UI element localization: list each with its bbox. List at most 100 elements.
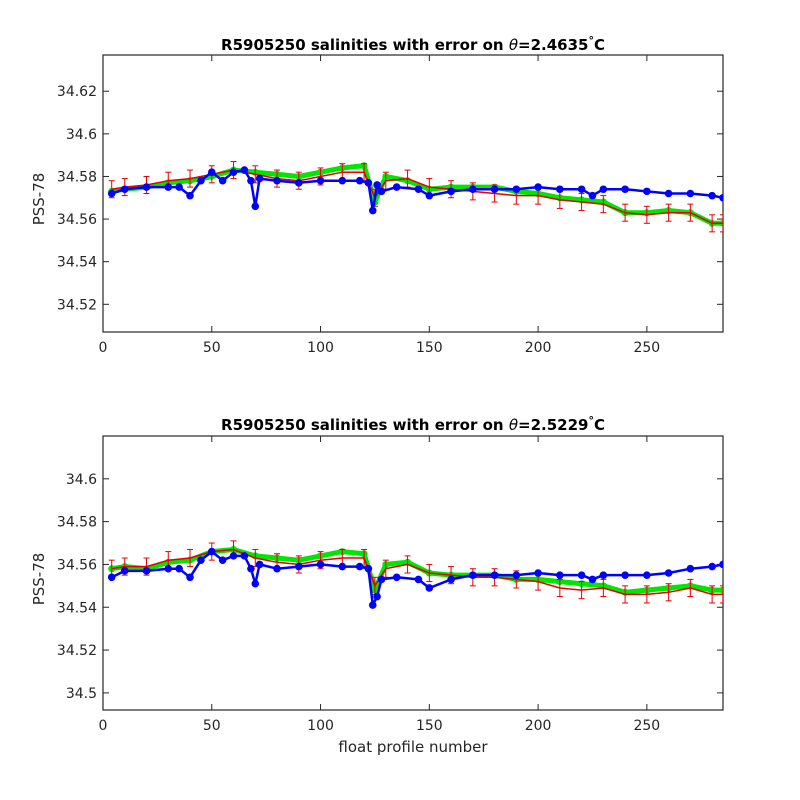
panel-2-y-tick-label: 34.58: [57, 515, 97, 531]
panel-2-uncalibrated-point: [364, 564, 373, 573]
panel-2-uncalibrated-point: [251, 579, 260, 588]
panel-1-x-tick-label: 0: [99, 340, 108, 356]
panel-1-uncalibrated-point: [686, 189, 695, 198]
panel-1-uncalibrated-point: [414, 185, 423, 194]
panel-1-axes-box: [102, 54, 724, 333]
panel-2-uncalibrated-point: [355, 562, 364, 571]
panel-1-uncalibrated-point: [708, 191, 716, 200]
panel-2-y-tick-label: 34.5: [66, 686, 97, 702]
panel-2-uncalibrated-point: [120, 567, 129, 575]
panel-1-uncalibrated-point: [425, 191, 434, 200]
panel-1-uncalibrated-point: [512, 185, 521, 194]
panel-2-uncalibrated-point: [107, 573, 116, 582]
panel-1-uncalibrated-point: [377, 187, 386, 196]
panel-2: R5905250 salinities with error on θ=2.52…: [30, 414, 724, 734]
panel-2-y-tick-label: 34.54: [57, 600, 97, 616]
panel-1-uncalibrated-point: [368, 206, 377, 215]
panel-2-uncalibrated-point: [175, 564, 183, 573]
panel-2-y-tick-label: 34.6: [66, 472, 97, 488]
panel-2-uncalibrated-point: [556, 571, 564, 579]
panel-2-ylabel: PSS-78: [30, 553, 48, 606]
panel-2-uncalibrated-point: [273, 564, 281, 573]
panel-2-uncalibrated-point: [686, 564, 695, 573]
panel-2-x-tick-label: 200: [525, 718, 552, 734]
panel-1-uncalibrated-point: [247, 176, 255, 185]
panel-1-uncalibrated-point: [447, 187, 455, 196]
panel-1-uncalibrated-point: [240, 166, 249, 174]
panel-2-uncalibrated-point: [447, 575, 455, 584]
x-axis-label: float profile number: [338, 738, 488, 756]
panel-1-uncalibrated-point: [338, 176, 347, 185]
panel-2-uncalibrated-point: [377, 575, 386, 584]
panel-2-x-tick-label: 0: [99, 718, 108, 734]
panel-1-uncalibrated-point: [255, 174, 264, 183]
panel-2-axes-box: [102, 435, 724, 711]
panel-2-uncalibrated-point: [240, 552, 249, 560]
panel-1-uncalibrated-point: [229, 168, 238, 176]
panel-1-y-tick-label: 34.58: [57, 169, 97, 185]
panel-2-uncalibrated-point: [247, 564, 255, 573]
panel-1-uncalibrated-point: [364, 179, 373, 187]
panel-1-uncalibrated-point: [142, 183, 151, 191]
panel-1-uncalibrated-point: [355, 176, 364, 185]
panel-1-uncalibrated-point: [643, 187, 651, 196]
panel-2-uncalibrated-point: [186, 573, 194, 582]
panel-1-uncalibrated-point: [556, 185, 564, 194]
panel-1-uncalibrated-point: [588, 191, 597, 200]
panel-2-uncalibrated-point: [512, 571, 521, 579]
panel-1-uncalibrated-point: [175, 183, 183, 191]
panel-2-uncalibrated-point: [708, 562, 716, 571]
panel-1-uncalibrated-point: [373, 181, 381, 189]
panel-1-x-tick-label: 100: [307, 340, 334, 356]
panel-1-uncalibrated-point: [621, 185, 629, 194]
panel-1-uncalibrated-point: [197, 176, 205, 185]
panel-1-uncalibrated-point: [719, 193, 723, 202]
panel-2-uncalibrated-point: [664, 569, 673, 577]
panel-2-x-tick-label: 250: [633, 718, 660, 734]
panel-1-x-tick-label: 200: [525, 340, 552, 356]
panel-2-uncalibrated-point: [719, 560, 723, 569]
panel-2-x-tick-label: 150: [416, 718, 443, 734]
panel-1-y-tick-label: 34.52: [57, 297, 97, 313]
panel-1: R5905250 salinities with error on θ=2.46…: [30, 34, 724, 356]
panel-2-uncalibrated-point: [218, 556, 227, 564]
panel-2-title: R5905250 salinities with error on θ=2.52…: [221, 414, 605, 434]
panel-1-uncalibrated-point: [251, 202, 260, 211]
panel-1-uncalibrated-point: [469, 185, 477, 194]
panel-1-y-tick-label: 34.54: [57, 255, 97, 271]
panel-2-uncalibrated-point: [294, 562, 303, 571]
panel-2-uncalibrated-point: [534, 569, 542, 577]
panel-1-plot-area: 0 50 100 150 200 250 34.52 34.54 34.56 34.58 34.6 3…: [57, 54, 724, 356]
panel-2-uncalibrated-point: [197, 556, 205, 564]
panel-1-uncalibrated-point: [273, 176, 281, 185]
panel-2-series-layer: [107, 540, 723, 609]
panel-2-plot-area: 0 50 100 150 200 250 34.5 34.52 34.54 34.56 34.58 3…: [57, 435, 724, 734]
panel-2-uncalibrated-point: [490, 571, 499, 579]
panel-1-uncalibrated-point: [218, 176, 227, 185]
panel-2-uncalibrated-point: [425, 584, 434, 592]
panel-2-uncalibrated-point: [316, 560, 325, 569]
panel-1-uncalibrated-point: [294, 179, 303, 187]
panel-2-uncalibrated-point: [414, 575, 423, 584]
panel-1-y-tick-label: 34.56: [57, 212, 97, 228]
panel-2-x-tick-label: 100: [307, 718, 334, 734]
panel-1-x-tick-label: 250: [633, 340, 660, 356]
panel-2-uncalibrated-point: [368, 601, 377, 609]
panel-1-uncalibrated-point: [107, 189, 116, 198]
panel-1-uncalibrated-point: [490, 185, 499, 194]
panel-1-uncalibrated-point: [392, 183, 401, 191]
panel-1-ylabel: PSS-78: [30, 173, 48, 226]
panel-2-uncalibrated-point: [599, 571, 608, 579]
panel-2-y-tick-label: 34.56: [57, 557, 97, 573]
panel-1-series-layer: [107, 161, 723, 233]
panel-2-y-tick-label: 34.52: [57, 643, 97, 659]
panel-1-y-tick-label: 34.6: [66, 127, 97, 143]
panel-1-uncalibrated-point: [664, 189, 673, 198]
panel-2-uncalibrated-point: [469, 571, 477, 579]
panel-2-uncalibrated-point: [207, 547, 216, 556]
panel-2-uncalibrated-point: [373, 592, 381, 601]
panel-1-y-tick-label: 34.62: [57, 84, 97, 100]
panel-1-uncalibrated-point: [316, 176, 325, 185]
panel-2-uncalibrated-point: [142, 567, 151, 575]
panel-1-uncalibrated-point: [186, 191, 194, 200]
